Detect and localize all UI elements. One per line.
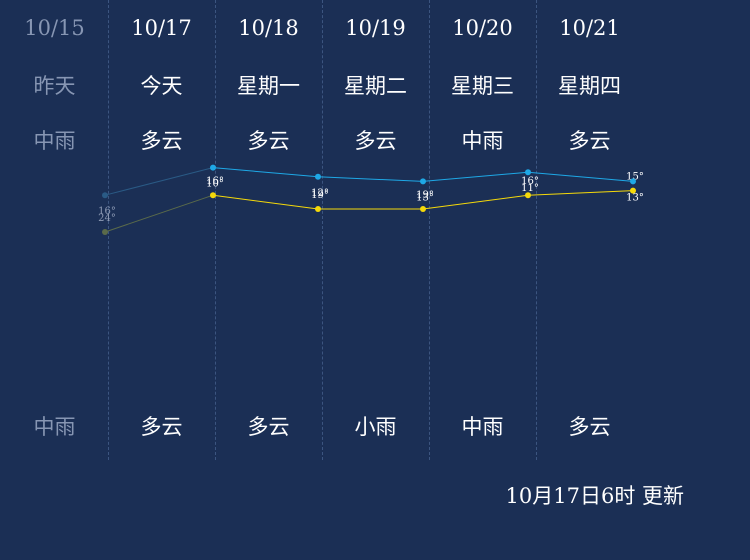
temperature-chart: 24°16°19° 19°16° 15°16°10°12° 13°11°13°	[98, 164, 644, 235]
temp-point	[630, 187, 636, 194]
temp-point	[630, 178, 636, 185]
date-label: 10/19	[345, 16, 406, 40]
temp-point	[315, 173, 321, 180]
day-label: 今天	[140, 74, 183, 98]
temp-label: 16°	[98, 206, 116, 217]
temp-point	[210, 192, 216, 199]
temp-point	[525, 169, 531, 176]
temp-point	[210, 164, 216, 171]
update-time-label: 10月17日6时 更新	[505, 484, 684, 508]
temp-point	[420, 178, 426, 185]
series-high-segment	[527, 190, 634, 196]
temp-point	[102, 192, 108, 199]
series-high-segment	[422, 194, 529, 210]
series-low-segment	[317, 176, 424, 182]
forecast-column: 10/15 昨天 中雨 中雨	[1, 0, 109, 460]
weather-night-label: 小雨	[354, 415, 397, 439]
weather-night-label: 中雨	[33, 415, 76, 439]
series-low-segment	[104, 167, 214, 196]
temp-label: 16°	[206, 176, 224, 187]
temp-label: 16°	[521, 176, 539, 187]
weather-day-label: 多云	[140, 129, 183, 153]
temp-label: 11°	[521, 183, 539, 194]
date-label: 10/15	[24, 16, 85, 40]
temp-label: 19°	[311, 190, 329, 201]
date-label: 10/20	[452, 16, 513, 40]
weather-day-label: 多云	[247, 129, 290, 153]
day-label: 星期三	[451, 74, 514, 98]
series-low-segment	[527, 171, 634, 182]
temp-label: 13°	[626, 192, 644, 203]
temp-point	[525, 192, 531, 199]
temp-point	[420, 206, 426, 212]
series-low-segment	[422, 171, 529, 182]
weather-day-label: 多云	[354, 129, 397, 153]
temp-point	[315, 206, 321, 212]
temp-label: 12°	[311, 188, 329, 199]
forecast-column: 10/17 今天 多云 多云	[108, 0, 216, 460]
day-label: 星期二	[344, 74, 407, 98]
temp-label: 19°	[416, 190, 434, 201]
day-label: 星期一	[237, 74, 300, 98]
forecast-column: 10/21 星期四 多云 多云	[536, 0, 643, 460]
forecast-column: 10/20 星期三 中雨 中雨	[429, 0, 537, 460]
series-low-segment	[212, 167, 319, 178]
date-label: 10/17	[131, 16, 192, 40]
weather-day-label: 中雨	[461, 129, 504, 153]
temp-label: 15°	[626, 172, 644, 183]
weather-night-label: 多云	[247, 415, 290, 439]
temp-label: 24°	[98, 213, 116, 224]
weather-day-label: 中雨	[33, 129, 76, 153]
series-high-segment	[212, 194, 319, 210]
series-high-segment	[104, 194, 214, 233]
weather-night-label: 多云	[568, 415, 611, 439]
temp-label: 10°	[206, 179, 224, 190]
day-label: 星期四	[558, 74, 621, 98]
forecast-column: 10/19 星期二多云小雨	[322, 0, 430, 460]
date-label: 10/21	[559, 16, 620, 40]
forecast-column: 10/18 星期一 多云 多云	[215, 0, 323, 460]
weather-night-label: 中雨	[461, 415, 504, 439]
temp-point	[102, 229, 108, 235]
weather-day-label: 多云	[568, 129, 611, 153]
date-label: 10/18	[238, 16, 299, 40]
weather-night-label: 多云	[140, 415, 183, 439]
temp-label: 13°	[416, 192, 434, 203]
day-label: 昨天	[33, 74, 76, 98]
